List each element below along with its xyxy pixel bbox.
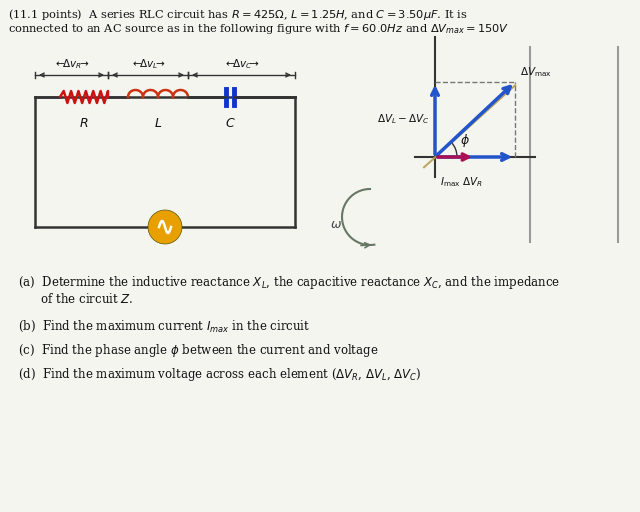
Text: (c)  Find the phase angle $\phi$ between the current and voltage: (c) Find the phase angle $\phi$ between … bbox=[18, 343, 378, 359]
Text: connected to an AC source as in the following figure with $f = 60.0Hz$ and $\Del: connected to an AC source as in the foll… bbox=[8, 22, 509, 36]
Text: $\phi$: $\phi$ bbox=[460, 132, 470, 149]
Text: $R$: $R$ bbox=[79, 117, 89, 130]
Text: $\leftarrow\!\!\Delta v_L\!\!\rightarrow$: $\leftarrow\!\!\Delta v_L\!\!\rightarrow… bbox=[130, 57, 166, 71]
Text: $\leftarrow\!\!\Delta v_C\!\!\rightarrow$: $\leftarrow\!\!\Delta v_C\!\!\rightarrow… bbox=[223, 57, 260, 71]
Circle shape bbox=[148, 210, 182, 244]
Text: $\leftarrow\!\!\Delta v_R\!\!\rightarrow$: $\leftarrow\!\!\Delta v_R\!\!\rightarrow… bbox=[53, 57, 90, 71]
Text: $\Delta V_L - \Delta V_C$: $\Delta V_L - \Delta V_C$ bbox=[378, 113, 430, 126]
Text: $C$: $C$ bbox=[225, 117, 236, 130]
Text: $\omega$: $\omega$ bbox=[330, 219, 342, 231]
Text: (d)  Find the maximum voltage across each element ($\Delta V_R$, $\Delta V_L$, $: (d) Find the maximum voltage across each… bbox=[18, 366, 422, 383]
Text: (b)  Find the maximum current $I_{max}$ in the circuit: (b) Find the maximum current $I_{max}$ i… bbox=[18, 319, 310, 334]
Text: (a)  Determine the inductive reactance $X_L$, the capacitive reactance $X_C$, an: (a) Determine the inductive reactance $X… bbox=[18, 274, 560, 291]
Text: $I_{\rm max}\ \Delta V_R$: $I_{\rm max}\ \Delta V_R$ bbox=[440, 175, 483, 189]
Text: of the circuit $Z$.: of the circuit $Z$. bbox=[18, 292, 134, 306]
Text: $L$: $L$ bbox=[154, 117, 162, 130]
Text: $\Delta V_{\rm max}$: $\Delta V_{\rm max}$ bbox=[520, 65, 552, 79]
Text: (11.1 points)  A series RLC circuit has $R = 425\Omega$, $L = 1.25H$, and $C = 3: (11.1 points) A series RLC circuit has $… bbox=[8, 7, 468, 22]
